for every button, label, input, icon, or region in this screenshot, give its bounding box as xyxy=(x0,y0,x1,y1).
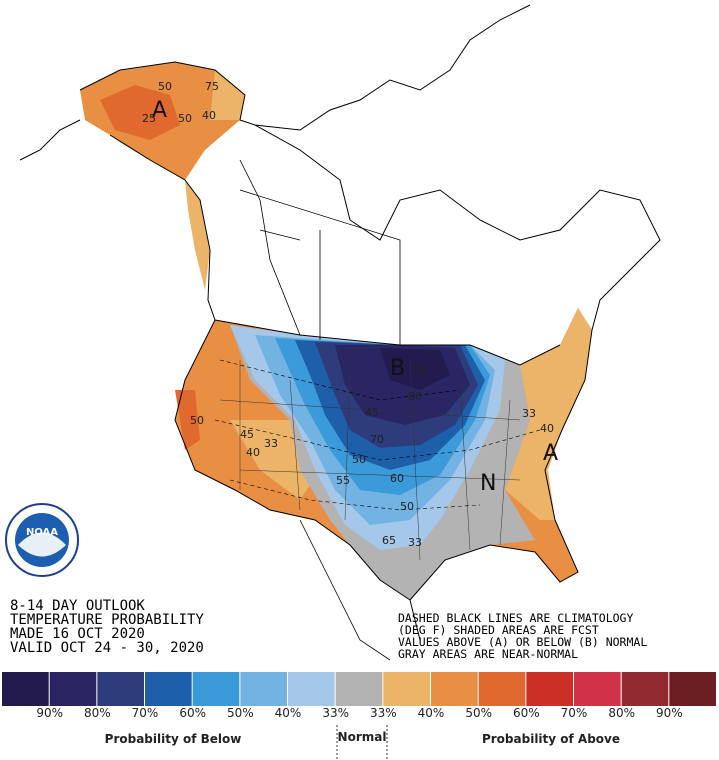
legend-normal: Normal xyxy=(338,730,387,744)
legend-swatch xyxy=(669,672,716,706)
us-west-coast xyxy=(174,319,421,641)
contour-label: 75 xyxy=(205,80,219,93)
coast-shade xyxy=(185,180,210,290)
us-canada-border xyxy=(214,319,561,366)
legend-swatch xyxy=(621,672,669,706)
alaska-60-shade xyxy=(100,85,180,140)
state-lines xyxy=(219,359,521,561)
contour-label: 33 xyxy=(522,407,536,420)
contour-label: 55 xyxy=(336,474,350,487)
contour-label: 50 xyxy=(178,112,192,125)
legend-label: 33% xyxy=(322,706,349,720)
contour-label: 33 xyxy=(264,437,278,450)
legend-below: Probability of Below xyxy=(105,732,242,746)
legend-label: 60% xyxy=(513,706,540,720)
contour-label: 40 xyxy=(202,109,216,122)
mexico-coast xyxy=(299,519,391,661)
legend-label: 40% xyxy=(275,706,302,720)
logo-text: NOAA xyxy=(26,527,58,538)
legend-label: 80% xyxy=(608,706,635,720)
notes: DASHED BLACK LINES ARE CLIMATOLOGY (DEG … xyxy=(398,611,647,661)
header-line: VALID OCT 24 - 30, 2020 xyxy=(10,640,204,656)
climo-line xyxy=(229,479,481,511)
contour-label: 50 xyxy=(158,80,172,93)
legend-swatch xyxy=(192,672,240,706)
province-lines xyxy=(239,159,401,345)
note-line: VALUES ABOVE (A) OR BELOW (B) NORMAL xyxy=(398,635,647,649)
normal-divider xyxy=(336,725,388,760)
header-line: TEMPERATURE PROBABILITY xyxy=(10,612,204,628)
contour-label: 40 xyxy=(540,422,554,435)
coastlines xyxy=(19,4,661,661)
legend-label: 70% xyxy=(132,706,159,720)
legend-label: 70% xyxy=(561,706,588,720)
legend-label: 50% xyxy=(227,706,254,720)
legend-swatch xyxy=(97,672,144,706)
header-line: 8-14 DAY OUTLOOK xyxy=(10,598,145,614)
legend-label: 80% xyxy=(84,706,111,720)
pacific-coast xyxy=(19,119,216,321)
east-40-shade xyxy=(505,308,592,520)
legend-swatch xyxy=(49,672,97,706)
legend-swatch xyxy=(431,672,478,706)
region-label: N xyxy=(480,471,496,496)
noaa-logo: NOAA xyxy=(5,503,79,577)
contour-label: 45 xyxy=(365,406,379,419)
region-label: A xyxy=(152,98,167,123)
legend-label: 90% xyxy=(36,706,63,720)
legend-swatch xyxy=(145,672,192,706)
legend-swatch xyxy=(383,672,430,706)
legend-above: Probability of Above xyxy=(482,732,620,746)
contour-label: 33 xyxy=(408,536,422,549)
contour-label: 90 xyxy=(414,364,428,377)
legend-label: 60% xyxy=(179,706,206,720)
alaska-light-shade xyxy=(210,70,245,120)
legend-label: 50% xyxy=(465,706,492,720)
east-coast xyxy=(254,124,661,601)
contour-label: 45 xyxy=(240,428,254,441)
note-line: DASHED BLACK LINES ARE CLIMATOLOGY xyxy=(398,611,633,625)
legend-swatch xyxy=(526,672,573,706)
legend-label: 90% xyxy=(656,706,683,720)
climo-line xyxy=(219,359,461,401)
climo-line xyxy=(214,419,541,461)
north-coast xyxy=(79,4,531,131)
note-line: GRAY AREAS ARE NEAR-NORMAL xyxy=(398,647,578,661)
contour-label: 50 xyxy=(400,500,414,513)
legend-swatch xyxy=(240,672,287,706)
contour-label: 25 xyxy=(142,112,156,125)
legend-label: 33% xyxy=(370,706,397,720)
note-line: (DEG F) SHADED AREAS ARE FCST xyxy=(398,623,599,637)
map-labels: A B N A 50 75 50 40 25 50 90 80 45 70 50… xyxy=(142,80,558,549)
contour-label: 60 xyxy=(390,472,404,485)
contour-label: 65 xyxy=(382,534,396,547)
legend-swatch xyxy=(2,672,49,706)
legend-swatch xyxy=(478,672,526,706)
legend-swatch xyxy=(288,672,335,706)
climatology-lines xyxy=(214,359,541,511)
contour-label: 50 xyxy=(352,453,366,466)
logo-bird xyxy=(18,532,66,557)
contour-label: 80 xyxy=(408,390,422,403)
region-label: B xyxy=(390,356,405,381)
contour-label: 40 xyxy=(246,446,260,459)
legend-swatch xyxy=(574,672,621,706)
region-label: A xyxy=(543,441,558,466)
header: 8-14 DAY OUTLOOK TEMPERATURE PROBABILITY… xyxy=(10,598,204,656)
legend-swatch xyxy=(335,672,383,706)
west-coast-60 xyxy=(175,390,200,450)
contour-label: 50 xyxy=(190,414,204,427)
contour-label: 70 xyxy=(370,433,384,446)
legend-label: 40% xyxy=(418,706,445,720)
below-90-shade xyxy=(380,348,450,390)
legend: Probability of Below Normal Probability … xyxy=(2,672,716,760)
header-line: MADE 16 OCT 2020 xyxy=(10,626,145,642)
